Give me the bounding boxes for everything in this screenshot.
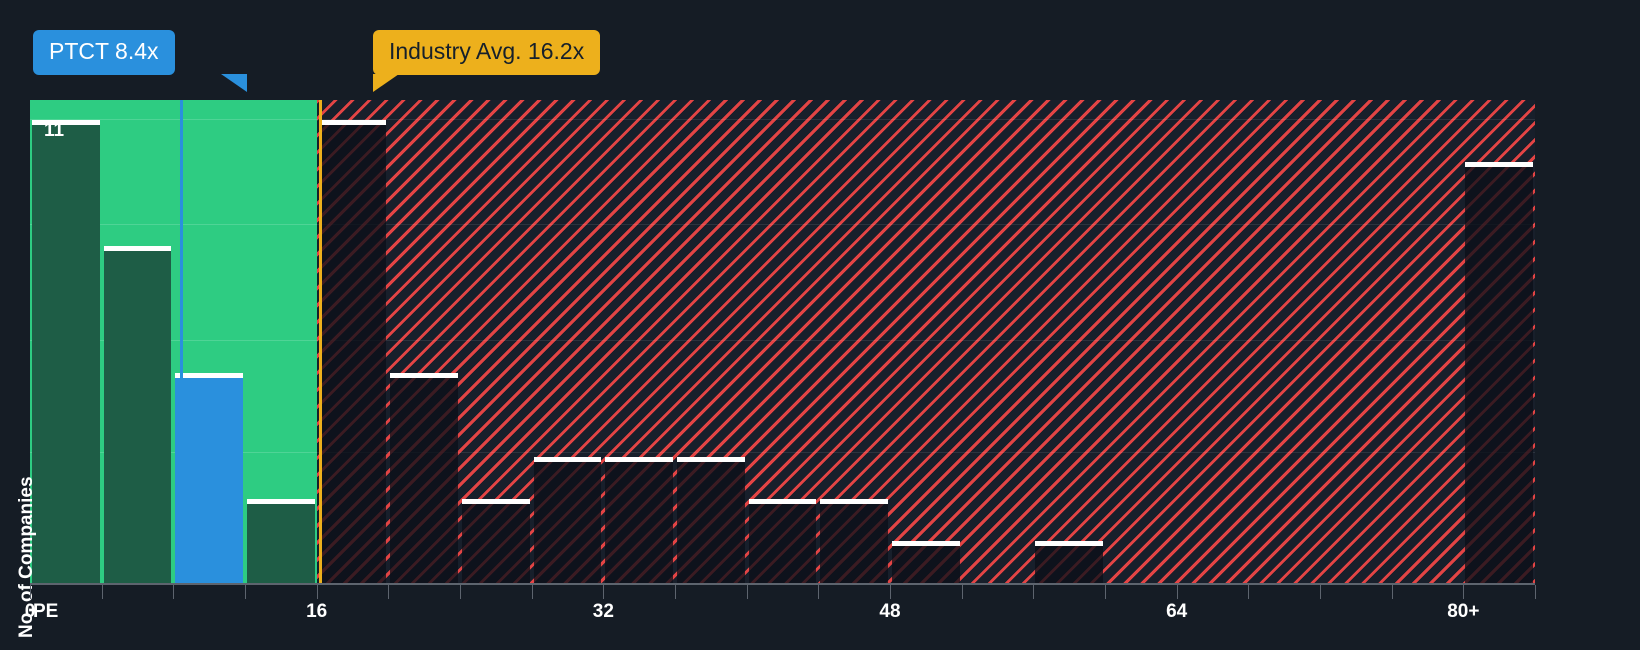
- bar-cap: [605, 456, 673, 462]
- bar-cap: [318, 120, 387, 125]
- bar[interactable]: [462, 498, 530, 583]
- y-axis-max-label: 11: [44, 120, 65, 141]
- x-axis-tick: [1248, 585, 1250, 599]
- x-axis-tick: [818, 585, 820, 599]
- industry-callout-label: Industry Avg. 16.2x: [389, 38, 585, 64]
- gridline: [316, 119, 1535, 120]
- x-axis-tick-label: 32: [592, 601, 614, 622]
- x-axis-tick-label: 16: [306, 601, 328, 622]
- bar-cap: [247, 498, 315, 504]
- callout-tail: [221, 74, 247, 92]
- industry-average-callout[interactable]: Industry Avg. 16.2x: [373, 30, 601, 92]
- bar-cap: [820, 498, 888, 504]
- x-axis-tick-label: 64: [1166, 601, 1188, 622]
- bar-cap: [103, 246, 172, 252]
- x-axis-tick: [531, 585, 533, 599]
- bar-cap: [1035, 540, 1103, 546]
- bar[interactable]: [677, 456, 745, 583]
- bar-cap: [677, 456, 745, 462]
- x-axis-line: [30, 583, 1535, 585]
- bar-cap: [892, 540, 960, 546]
- x-axis-tick: [890, 585, 891, 599]
- x-axis-tick: [1391, 585, 1393, 599]
- bar-body: [892, 545, 960, 583]
- x-axis-tick: [1463, 585, 1465, 599]
- bar-cap: [533, 456, 602, 462]
- bar-body: [677, 461, 745, 583]
- bar-body: [605, 461, 673, 583]
- x-axis-unit-label: PE: [33, 601, 59, 622]
- bar-body: [175, 377, 243, 583]
- bar-cap: [462, 498, 530, 504]
- x-axis-tick: [1535, 585, 1536, 599]
- x-axis-tick: [1105, 585, 1106, 599]
- bar-body: [247, 503, 315, 583]
- x-axis-tick: [603, 585, 605, 599]
- x-axis-tick: [388, 585, 390, 599]
- bar[interactable]: [247, 498, 315, 583]
- gridline: [30, 224, 317, 226]
- bar[interactable]: [175, 372, 243, 583]
- company-marker-line: [179, 100, 183, 583]
- bar-body: [462, 503, 530, 583]
- x-axis-tick: [1176, 585, 1178, 599]
- bar[interactable]: [32, 120, 100, 583]
- bar-body: [1035, 545, 1103, 583]
- bar[interactable]: [318, 120, 387, 583]
- bar-cap: [748, 498, 817, 504]
- plot-area: [30, 100, 1535, 583]
- company-callout[interactable]: PTCT 8.4x: [33, 30, 247, 92]
- x-axis-tick: [316, 585, 318, 599]
- bar[interactable]: [892, 540, 960, 583]
- x-axis-tick: [675, 585, 676, 599]
- x-axis-tick-label: 48: [879, 601, 901, 622]
- gridline: [316, 451, 1535, 453]
- bar[interactable]: [1465, 162, 1533, 583]
- x-axis-tick-label: 80+: [1447, 601, 1480, 622]
- bar[interactable]: [820, 498, 888, 583]
- gridline: [30, 339, 317, 341]
- x-axis-tick: [1033, 585, 1035, 599]
- bar[interactable]: [103, 246, 172, 583]
- x-axis-tick: [460, 585, 461, 599]
- bar-body: [820, 503, 888, 583]
- bar[interactable]: [533, 456, 602, 583]
- x-axis-tick-label: 0: [24, 601, 36, 622]
- x-axis-tick: [173, 585, 175, 599]
- bar[interactable]: [748, 498, 817, 583]
- x-axis-tick: [101, 585, 103, 599]
- bar-cap: [390, 372, 458, 378]
- bar-cap: [175, 372, 243, 378]
- bar-body: [1465, 167, 1533, 583]
- x-axis-tick: [961, 585, 963, 599]
- gridline: [316, 339, 1535, 341]
- x-axis-tick: [746, 585, 748, 599]
- bar-body: [748, 503, 817, 583]
- bar-body: [32, 125, 100, 583]
- company-callout-label: PTCT 8.4x: [49, 38, 159, 64]
- callout-tail: [373, 74, 399, 92]
- x-axis-tick: [30, 585, 31, 599]
- x-axis-tick: [245, 585, 246, 599]
- gridline: [30, 119, 317, 120]
- bar-body: [318, 125, 387, 583]
- bar-body: [533, 461, 602, 583]
- bar-body: [103, 251, 172, 583]
- bar-cap: [32, 120, 100, 125]
- bar[interactable]: [390, 372, 458, 583]
- gridline: [316, 224, 1535, 226]
- bar[interactable]: [605, 456, 673, 583]
- x-axis-tick: [1320, 585, 1321, 599]
- bar-cap: [1465, 162, 1533, 168]
- gridline: [30, 451, 317, 453]
- bar-body: [390, 377, 458, 583]
- bar[interactable]: [1035, 540, 1103, 583]
- industry-average-marker-line: [319, 100, 323, 583]
